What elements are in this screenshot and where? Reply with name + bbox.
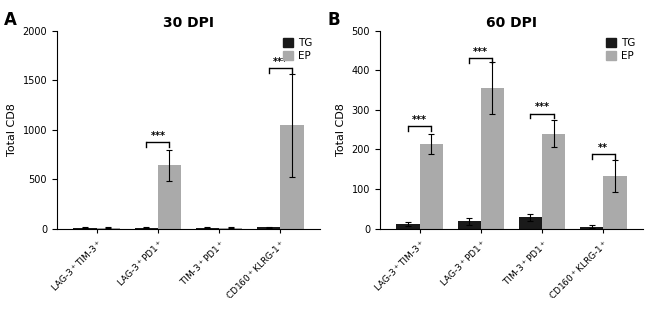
Bar: [519, 218, 542, 229]
Bar: [257, 227, 280, 229]
Text: **: **: [598, 142, 608, 153]
Bar: [542, 133, 566, 229]
Bar: [603, 176, 627, 229]
Bar: [196, 228, 219, 229]
Bar: [280, 125, 304, 229]
Bar: [458, 222, 481, 229]
Title: 30 DPI: 30 DPI: [163, 15, 214, 30]
Bar: [396, 224, 420, 229]
Bar: [219, 228, 242, 229]
Bar: [481, 88, 504, 229]
Legend: TG, EP: TG, EP: [604, 36, 638, 63]
Text: ***: ***: [412, 115, 427, 125]
Text: ***: ***: [273, 57, 288, 67]
Bar: [580, 226, 603, 229]
Bar: [135, 228, 158, 229]
Title: 60 DPI: 60 DPI: [486, 15, 537, 30]
Bar: [420, 144, 443, 229]
Text: A: A: [4, 11, 17, 29]
Text: ***: ***: [150, 131, 165, 141]
Text: ***: ***: [534, 102, 549, 112]
Y-axis label: Total CD8: Total CD8: [7, 103, 17, 156]
Legend: TG, EP: TG, EP: [281, 36, 315, 63]
Bar: [158, 165, 181, 229]
Bar: [73, 228, 97, 229]
Bar: [97, 228, 120, 229]
Text: B: B: [327, 11, 340, 29]
Text: ***: ***: [473, 47, 488, 57]
Y-axis label: Total CD8: Total CD8: [336, 103, 346, 156]
